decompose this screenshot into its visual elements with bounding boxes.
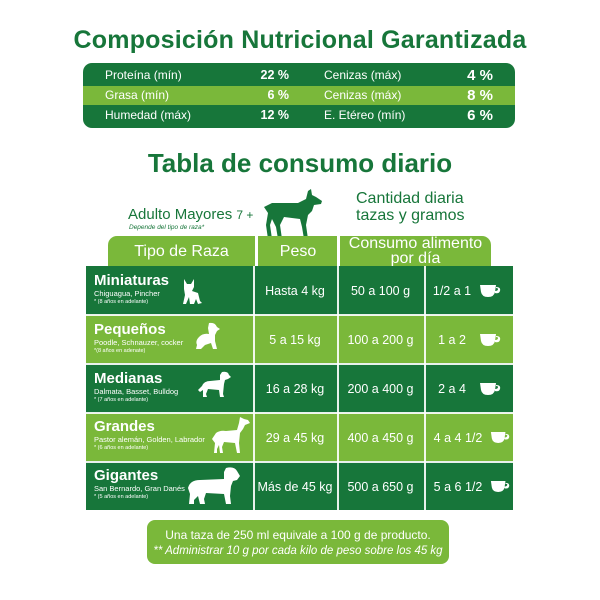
header-weight: Peso [279, 243, 317, 260]
breed-note: * (8 años en adelante) [94, 299, 149, 305]
nutrition-label: Humedad (máx) [105, 108, 192, 122]
segment-label: Adulto Mayores 7 + [128, 206, 253, 223]
nutrition-title: Composición Nutricional Garantizada [73, 26, 527, 54]
breed-examples: Chiguagua, Pincher [94, 289, 160, 298]
breed-name: Gigantes [94, 467, 159, 484]
cup-icon [490, 432, 510, 443]
row-cups: 1/2 a 1 [432, 284, 472, 298]
nutrition-label: Proteína (mín) [105, 68, 182, 82]
cat-icon [183, 279, 202, 304]
row-cups: 5 a 6 1/2 [433, 480, 483, 494]
giant-dog-icon [188, 467, 240, 504]
row-divider [86, 363, 513, 365]
row-divider [86, 461, 513, 463]
breed-examples: San Bernardo, Gran Danés [94, 484, 185, 493]
table-row [86, 462, 513, 510]
row-weight: Más de 45 kg [257, 480, 333, 494]
consumption-title: Tabla de consumo diario [147, 148, 453, 178]
breed-note: * (6 años en adelante) [94, 445, 149, 451]
header-breed: Tipo de Raza [134, 243, 229, 260]
column-divider [424, 266, 426, 510]
header-intake-line1: Consumo alimento [348, 235, 483, 252]
nutrition-value: 6 % [267, 88, 289, 102]
row-weight: 29 a 45 kg [265, 431, 325, 445]
row-weight: 16 a 28 kg [265, 382, 325, 396]
row-weight: 5 a 15 kg [269, 333, 321, 347]
nutrition-label: E. Etéreo (mín) [324, 108, 406, 122]
breed-note: *(8 años en adenate) [94, 348, 146, 354]
small-dog-icon [196, 322, 220, 349]
quantity-line1: Cantidad diaria [356, 190, 464, 207]
row-cups: 2 a 4 [438, 382, 466, 396]
breed-note: * (7 años en adelante) [94, 397, 149, 403]
quantity-line2: tazas y gramos [356, 207, 465, 224]
header-intake: Consumo alimento por día [340, 235, 491, 267]
nutrition-value: 8 % [467, 87, 493, 104]
cup-icon [480, 285, 501, 297]
breed-name: Pequeños [94, 321, 166, 338]
breed-name: Medianas [94, 370, 163, 387]
cup-icon [480, 383, 501, 395]
nutrition-label: Grasa (mín) [105, 88, 170, 102]
breed-examples: Dalmata, Basset, Bulldog [94, 387, 179, 396]
breed-examples: Poodle, Schnauzer, cocker [94, 338, 184, 347]
table-header [108, 236, 491, 266]
row-grams: 200 a 400 g [347, 382, 414, 396]
header-divider [255, 236, 258, 266]
nutrition-table: Proteína (mín) 22 % Cenizas (máx) 4 % Gr… [83, 63, 515, 128]
row-weight: Hasta 4 kg [265, 284, 325, 298]
header-intake-line2: por día [390, 250, 441, 267]
header-divider [337, 236, 340, 266]
nutrition-label: Cenizas (máx) [324, 88, 402, 102]
nutrition-value: 22 % [260, 68, 290, 82]
segment-main: Adulto Mayores [128, 206, 233, 223]
breed-name: Grandes [94, 418, 155, 435]
medium-dog-icon [198, 371, 231, 397]
footer-box [147, 520, 449, 564]
footer-equivalence: Una taza de 250 ml equivale a 100 g de p… [165, 528, 431, 542]
segment-note: Depende del tipo de raza* [129, 224, 205, 231]
nutrition-label: Cenizas (máx) [324, 68, 402, 82]
nutrition-row: Humedad (máx) 12 % E. Etéreo (mín) 6 % [83, 106, 515, 125]
row-cups: 1 a 2 [438, 333, 466, 347]
nutrition-row: Grasa (mín) 6 % Cenizas (máx) 8 % [83, 86, 515, 105]
table-row [86, 266, 513, 314]
row-divider [86, 314, 513, 316]
cup-icon [490, 481, 510, 492]
nutrition-value: 4 % [467, 67, 493, 84]
breed-note: * (5 años en adelante) [94, 494, 149, 500]
footer-note: ** Administrar 10 g por cada kilo de pes… [153, 545, 443, 557]
row-grams: 500 a 650 g [347, 480, 414, 494]
nutrition-value: 6 % [467, 107, 493, 124]
row-divider [86, 412, 513, 414]
row-cups: 4 a 4 1/2 [433, 431, 483, 445]
doberman-icon [264, 189, 322, 239]
table-row [86, 413, 513, 461]
segment-age: 7 + [236, 208, 254, 222]
table-row [86, 315, 513, 363]
large-dog-icon [212, 417, 250, 453]
consumption-table [86, 266, 513, 510]
row-grams: 50 a 100 g [350, 284, 411, 298]
nutrition-value: 12 % [260, 108, 290, 122]
breed-name: Miniaturas [94, 272, 170, 289]
column-divider [337, 266, 339, 510]
nutrition-row: Proteína (mín) 22 % Cenizas (máx) 4 % [83, 66, 515, 85]
column-divider [253, 266, 255, 510]
table-row [86, 364, 513, 412]
row-grams: 400 a 450 g [347, 431, 414, 445]
cup-icon [480, 334, 501, 346]
quantity-label: Cantidad diaria tazas y gramos [356, 190, 464, 224]
row-grams: 100 a 200 g [347, 333, 414, 347]
breed-examples: Pastor alemán, Golden, Labrador [94, 435, 205, 444]
